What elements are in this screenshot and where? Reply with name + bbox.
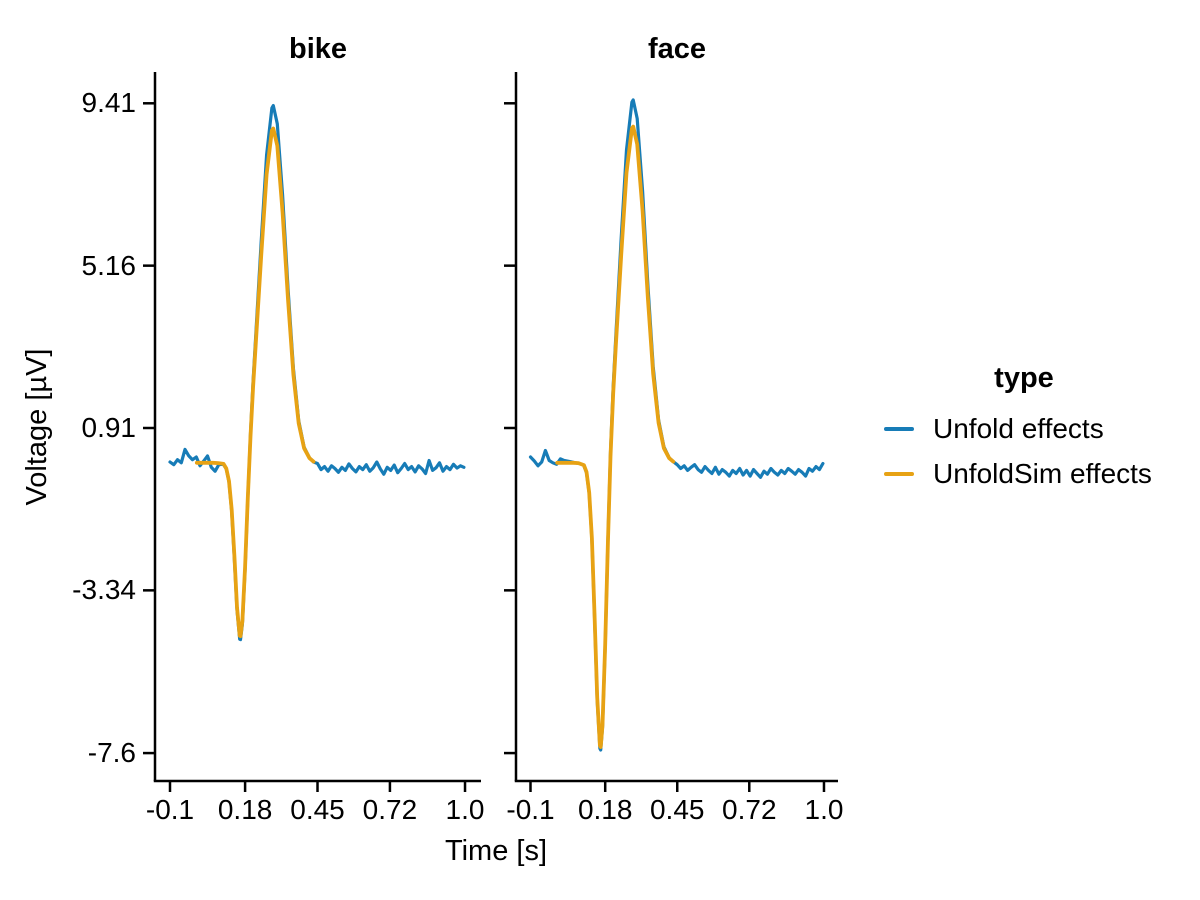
series-line-unfoldsim-effects <box>555 124 676 749</box>
x-tick-label: -0.1 <box>506 794 555 825</box>
x-tick-label: 0.72 <box>722 794 777 825</box>
legend-item: Unfold effects <box>884 406 1184 451</box>
x-tick-label: 0.18 <box>217 794 273 825</box>
plot-area-face <box>504 72 838 792</box>
legend-title: type <box>994 362 1054 394</box>
legend-label: UnfoldSim effects <box>933 457 1152 489</box>
line-swatch-unfold <box>884 426 914 431</box>
legend-item: UnfoldSim effects <box>884 451 1184 496</box>
line-swatch-unfoldsim <box>884 471 914 476</box>
series-line-unfoldsim-effects <box>194 126 316 639</box>
x-tick-label: 0.45 <box>649 794 705 825</box>
plot-area-bike <box>143 72 481 792</box>
legend-label: Unfold effects <box>933 412 1104 444</box>
x-tick-label: 1.0 <box>804 794 844 825</box>
series-line-unfold-effects <box>528 98 825 752</box>
y-tick-label: -3.34 <box>72 574 136 606</box>
x-axis-label: Time [s] <box>444 835 548 867</box>
y-tick-label: -7.6 <box>87 737 136 769</box>
x-tick-label: 0.18 <box>577 794 633 825</box>
y-tick-label: 0.91 <box>81 412 137 443</box>
y-tick-label: 9.41 <box>81 87 137 119</box>
x-tick-label: 1.0 <box>445 794 485 825</box>
panel-title-bike: bike <box>288 33 348 65</box>
x-tick-label: -0.1 <box>145 794 195 825</box>
x-tick-label: 0.72 <box>362 794 418 825</box>
panel-title-face: face <box>647 33 707 65</box>
x-tick-label: 0.45 <box>290 794 345 825</box>
legend: type Unfold effects UnfoldSim effects <box>884 358 1184 496</box>
y-tick-label: 5.16 <box>81 249 137 281</box>
series-line-unfold-effects <box>168 103 466 642</box>
